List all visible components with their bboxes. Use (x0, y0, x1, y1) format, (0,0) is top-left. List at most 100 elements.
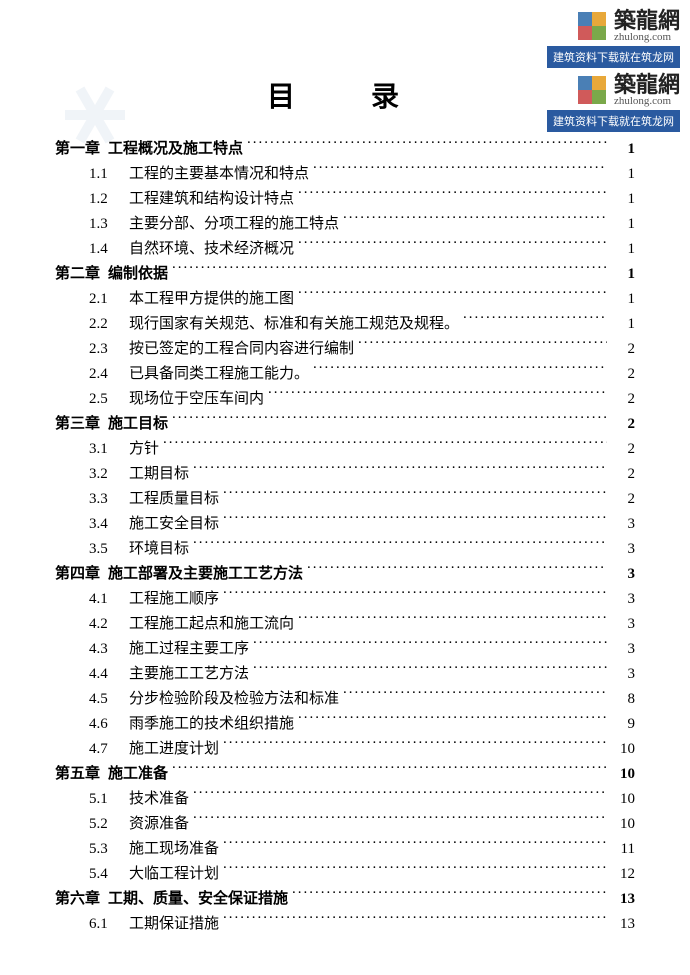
toc-sub-row: 3.3工程质量目标2 (55, 487, 635, 511)
toc-sub-row: 2.5现场位于空压车间内2 (55, 387, 635, 411)
toc-sub-row: 3.5环境目标3 (55, 537, 635, 561)
toc-page: 2 (611, 462, 635, 486)
toc-leader-dots (307, 563, 607, 578)
toc-label: 工期保证措施 (129, 912, 219, 936)
toc-label: 大临工程计划 (129, 862, 219, 886)
toc-label: 工程概况及施工特点 (108, 137, 243, 161)
toc-number: 1.4 (55, 237, 129, 261)
toc-label: 工程施工起点和施工流向 (129, 612, 294, 636)
toc-label: 主要施工工艺方法 (129, 662, 249, 686)
toc-leader-dots (223, 588, 607, 603)
toc-label: 施工现场准备 (129, 837, 219, 861)
toc-sub-row: 5.2资源准备10 (55, 812, 635, 836)
toc-number: 2.5 (55, 387, 129, 411)
toc-page: 8 (611, 687, 635, 711)
toc-label: 施工准备 (108, 762, 168, 786)
toc-page: 11 (611, 837, 635, 861)
toc-number: 第六章 (55, 887, 108, 911)
toc-label: 施工进度计划 (129, 737, 219, 761)
toc-page: 10 (611, 737, 635, 761)
toc-number: 4.7 (55, 737, 129, 761)
toc-leader-dots (343, 688, 607, 703)
toc-page: 1 (611, 187, 635, 211)
toc-leader-dots (193, 538, 607, 553)
toc-label: 本工程甲方提供的施工图 (129, 287, 294, 311)
toc-page: 10 (611, 762, 635, 786)
toc-number: 3.3 (55, 487, 129, 511)
toc-leader-dots (292, 888, 607, 903)
toc-number: 第二章 (55, 262, 108, 286)
toc-page: 1 (611, 212, 635, 236)
toc-number: 3.2 (55, 462, 129, 486)
brand-watermark-2: 築龍網 zhulong.com 建筑资料下载就在筑龙网 (547, 72, 680, 132)
toc-number: 第四章 (55, 562, 108, 586)
toc-leader-dots (193, 463, 607, 478)
toc-leader-dots (313, 363, 607, 378)
toc-leader-dots (298, 188, 607, 203)
brand-en: zhulong.com (614, 32, 680, 43)
brand-cn: 築龍網 (614, 74, 680, 96)
toc-page: 3 (611, 612, 635, 636)
toc-page: 13 (611, 887, 635, 911)
toc-number: 4.5 (55, 687, 129, 711)
toc-number: 第五章 (55, 762, 108, 786)
toc-sub-row: 1.3主要分部、分项工程的施工特点1 (55, 212, 635, 236)
toc-number: 5.3 (55, 837, 129, 861)
toc-page: 12 (611, 862, 635, 886)
toc-label: 工程的主要基本情况和特点 (129, 162, 309, 186)
toc-leader-dots (313, 163, 607, 178)
toc-number: 4.1 (55, 587, 129, 611)
toc-number: 5.1 (55, 787, 129, 811)
page-content: 目 录 第一章工程概况及施工特点11.1工程的主要基本情况和特点11.2工程建筑… (0, 0, 690, 967)
toc-label: 资源准备 (129, 812, 189, 836)
brand-en: zhulong.com (614, 96, 680, 107)
toc-label: 工期目标 (129, 462, 189, 486)
toc-leader-dots (223, 513, 607, 528)
toc-sub-row: 3.2工期目标 2 (55, 462, 635, 486)
toc-chapter-row: 第四章施工部署及主要施工工艺方法3 (55, 562, 635, 586)
brand-watermark-1: 築龍網 zhulong.com 建筑资料下载就在筑龙网 (547, 8, 680, 68)
brand-bar: 建筑资料下载就在筑龙网 (547, 46, 680, 68)
toc-sub-row: 3.4施工安全目标3 (55, 512, 635, 536)
toc-sub-row: 1.1工程的主要基本情况和特点1 (55, 162, 635, 186)
toc-page: 1 (611, 162, 635, 186)
toc-page: 1 (611, 137, 635, 161)
toc-sub-row: 6.1工期保证措施13 (55, 912, 635, 936)
toc-leader-dots (268, 388, 607, 403)
toc-leader-dots (253, 663, 607, 678)
toc-sub-row: 4.6雨季施工的技术组织措施9 (55, 712, 635, 736)
toc-leader-dots (463, 313, 607, 328)
toc-label: 编制依据 (108, 262, 168, 286)
toc-page: 1 (611, 287, 635, 311)
toc-page: 3 (611, 537, 635, 561)
toc-leader-dots (253, 638, 607, 653)
toc-leader-dots (172, 263, 607, 278)
toc-sub-row: 4.3施工过程主要工序3 (55, 637, 635, 661)
toc-leader-dots (343, 213, 607, 228)
toc-leader-dots (163, 438, 607, 453)
toc-page: 10 (611, 812, 635, 836)
toc-page: 2 (611, 437, 635, 461)
toc-leader-dots (193, 813, 607, 828)
toc-page: 3 (611, 637, 635, 661)
brand-cn: 築龍網 (614, 10, 680, 32)
toc-number: 3.4 (55, 512, 129, 536)
toc-page: 2 (611, 362, 635, 386)
toc-label: 现行国家有关规范、标准和有关施工规范及规程。 (129, 312, 459, 336)
toc-label: 环境目标 (129, 537, 189, 561)
toc-leader-dots (358, 338, 607, 353)
toc-sub-row: 4.2工程施工起点和施工流向3 (55, 612, 635, 636)
toc-label: 现场位于空压车间内 (129, 387, 264, 411)
toc-leader-dots (223, 488, 607, 503)
toc-leader-dots (193, 788, 607, 803)
toc-sub-row: 4.4主要施工工艺方法3 (55, 662, 635, 686)
toc-label: 方针 (129, 437, 159, 461)
toc-label: 按已签定的工程合同内容进行编制 (129, 337, 354, 361)
toc-number: 4.4 (55, 662, 129, 686)
toc-leader-dots (172, 413, 607, 428)
toc-page: 2 (611, 337, 635, 361)
toc-label: 自然环境、技术经济概况 (129, 237, 294, 261)
toc-number: 2.2 (55, 312, 129, 336)
toc-number: 4.3 (55, 637, 129, 661)
toc-sub-row: 2.4已具备同类工程施工能力。2 (55, 362, 635, 386)
